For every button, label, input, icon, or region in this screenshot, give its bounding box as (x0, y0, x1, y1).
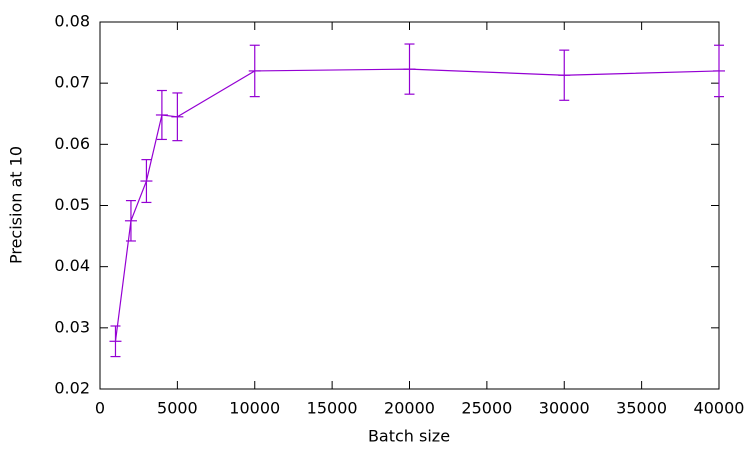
x-tick-label: 5000 (157, 399, 198, 418)
y-axis-label: Precision at 10 (7, 146, 26, 264)
x-tick-label: 10000 (229, 399, 280, 418)
y-tick-label: 0.05 (54, 195, 90, 214)
series-line (114, 68, 720, 342)
y-tick-label: 0.03 (54, 317, 90, 336)
x-axis-label: Batch size (368, 427, 450, 446)
error-bar (140, 159, 153, 204)
x-tick-label: 15000 (307, 399, 358, 418)
x-tick-label: 25000 (461, 399, 512, 418)
y-tick-label: 0.08 (54, 12, 90, 31)
error-bar (124, 200, 137, 242)
x-tick-label: 30000 (539, 399, 590, 418)
error-bar (171, 92, 184, 142)
error-bar (403, 43, 416, 95)
error-bar (713, 44, 725, 98)
y-tick-label: 0.06 (54, 134, 90, 153)
x-tick-label: 40000 (694, 399, 745, 418)
y-tick-label: 0.04 (54, 256, 90, 275)
y-tick-label: 0.02 (54, 379, 90, 398)
x-tick-label: 20000 (384, 399, 435, 418)
x-tick-label: 0 (95, 399, 105, 418)
error-bar (155, 89, 168, 141)
y-tick-label: 0.07 (54, 73, 90, 92)
x-tick-label: 35000 (616, 399, 667, 418)
error-bar (109, 325, 122, 358)
error-bar (248, 44, 261, 98)
error-bar (558, 49, 571, 101)
